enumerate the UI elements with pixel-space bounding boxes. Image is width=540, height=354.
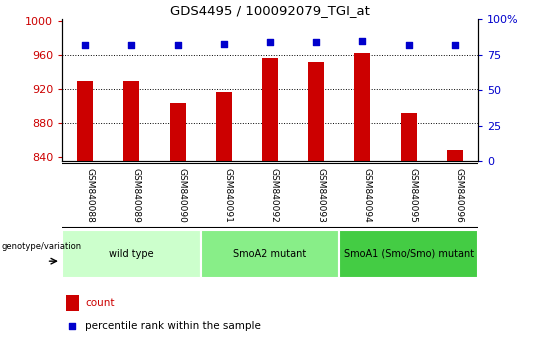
Text: SmoA2 mutant: SmoA2 mutant bbox=[233, 249, 307, 259]
Bar bbox=[262, 58, 278, 161]
Bar bbox=[447, 150, 463, 161]
Text: GSM840090: GSM840090 bbox=[178, 168, 187, 223]
Text: GSM840093: GSM840093 bbox=[316, 168, 325, 223]
Point bbox=[358, 38, 367, 44]
Text: GSM840091: GSM840091 bbox=[224, 168, 233, 223]
Title: GDS4495 / 100092079_TGI_at: GDS4495 / 100092079_TGI_at bbox=[170, 4, 370, 17]
Text: GSM840096: GSM840096 bbox=[455, 168, 464, 223]
Point bbox=[127, 42, 136, 48]
Bar bbox=[401, 113, 417, 161]
Text: genotype/variation: genotype/variation bbox=[1, 242, 82, 251]
Point bbox=[173, 42, 182, 48]
Bar bbox=[308, 62, 325, 161]
Text: GSM840094: GSM840094 bbox=[362, 168, 372, 223]
Point bbox=[404, 42, 413, 48]
Bar bbox=[62, 230, 201, 278]
Bar bbox=[339, 230, 478, 278]
Bar bbox=[77, 80, 93, 161]
Point bbox=[312, 39, 321, 45]
Text: percentile rank within the sample: percentile rank within the sample bbox=[85, 321, 261, 331]
Text: GSM840092: GSM840092 bbox=[270, 168, 279, 223]
Text: GSM840089: GSM840089 bbox=[131, 168, 140, 223]
Text: GSM840095: GSM840095 bbox=[409, 168, 417, 223]
Text: GSM840088: GSM840088 bbox=[85, 168, 94, 223]
Bar bbox=[66, 295, 79, 311]
Bar bbox=[354, 52, 370, 161]
Bar bbox=[170, 103, 186, 161]
Point bbox=[81, 42, 90, 48]
Text: wild type: wild type bbox=[109, 249, 154, 259]
Point bbox=[450, 42, 459, 48]
Text: SmoA1 (Smo/Smo) mutant: SmoA1 (Smo/Smo) mutant bbox=[343, 249, 474, 259]
Text: count: count bbox=[85, 298, 114, 308]
Point bbox=[266, 39, 274, 45]
Bar bbox=[123, 80, 139, 161]
Point bbox=[219, 41, 228, 46]
Bar bbox=[201, 230, 339, 278]
Bar bbox=[215, 92, 232, 161]
Point bbox=[68, 323, 77, 329]
